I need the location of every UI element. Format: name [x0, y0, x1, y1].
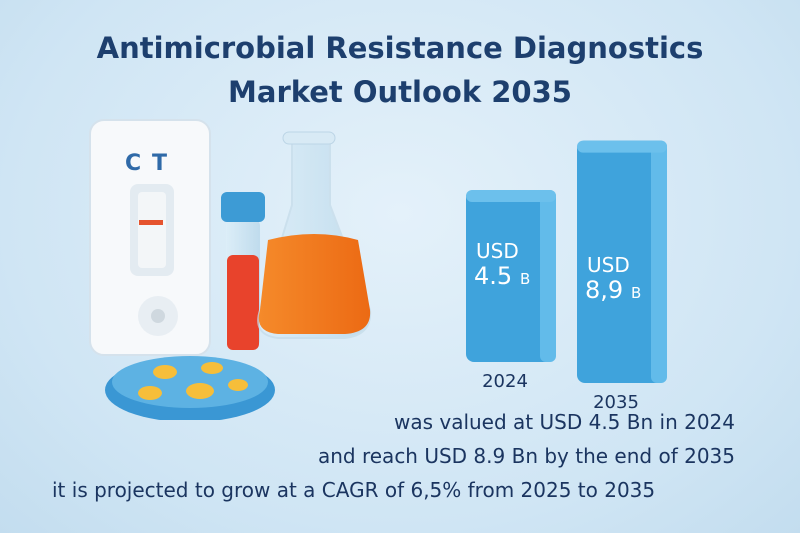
test-cassette-icon: C T — [89, 119, 211, 356]
bar-top — [577, 140, 667, 153]
data-label-value: 8,9 — [585, 276, 623, 304]
bar-top — [466, 190, 556, 202]
test-label: T — [152, 151, 167, 176]
petri-dish-icon — [105, 356, 275, 420]
title-line-1: Antimicrobial Resistance Diagnostics — [96, 31, 704, 65]
test-tube-icon — [221, 192, 265, 350]
control-label: C — [125, 151, 141, 176]
bar-side — [651, 140, 667, 383]
data-label-suffix: B — [520, 270, 530, 288]
cagr-text: it is projected to grow at a CAGR of 6,5… — [52, 478, 656, 502]
data-label-value: 4.5 — [474, 262, 512, 290]
data-label-currency: USD — [587, 253, 630, 277]
x-tick-label: 2035 — [593, 392, 639, 410]
bar-side — [540, 190, 556, 362]
title-line-2: Market Outlook 2035 — [228, 75, 572, 109]
flask-icon — [257, 131, 372, 339]
data-label-currency: USD — [476, 239, 519, 263]
x-tick-label: 2024 — [482, 371, 528, 392]
lab-illustration: C T — [89, 119, 372, 420]
bar-face — [577, 140, 667, 383]
bar-face — [466, 190, 556, 362]
page-title: Antimicrobial Resistance Diagnostics Mar… — [0, 26, 800, 114]
valuation-text: was valued at USD 4.5 Bn in 2024 — [393, 410, 735, 434]
projection-text: and reach USD 8.9 Bn by the end of 2035 — [317, 444, 735, 468]
data-label-suffix: B — [631, 284, 641, 302]
